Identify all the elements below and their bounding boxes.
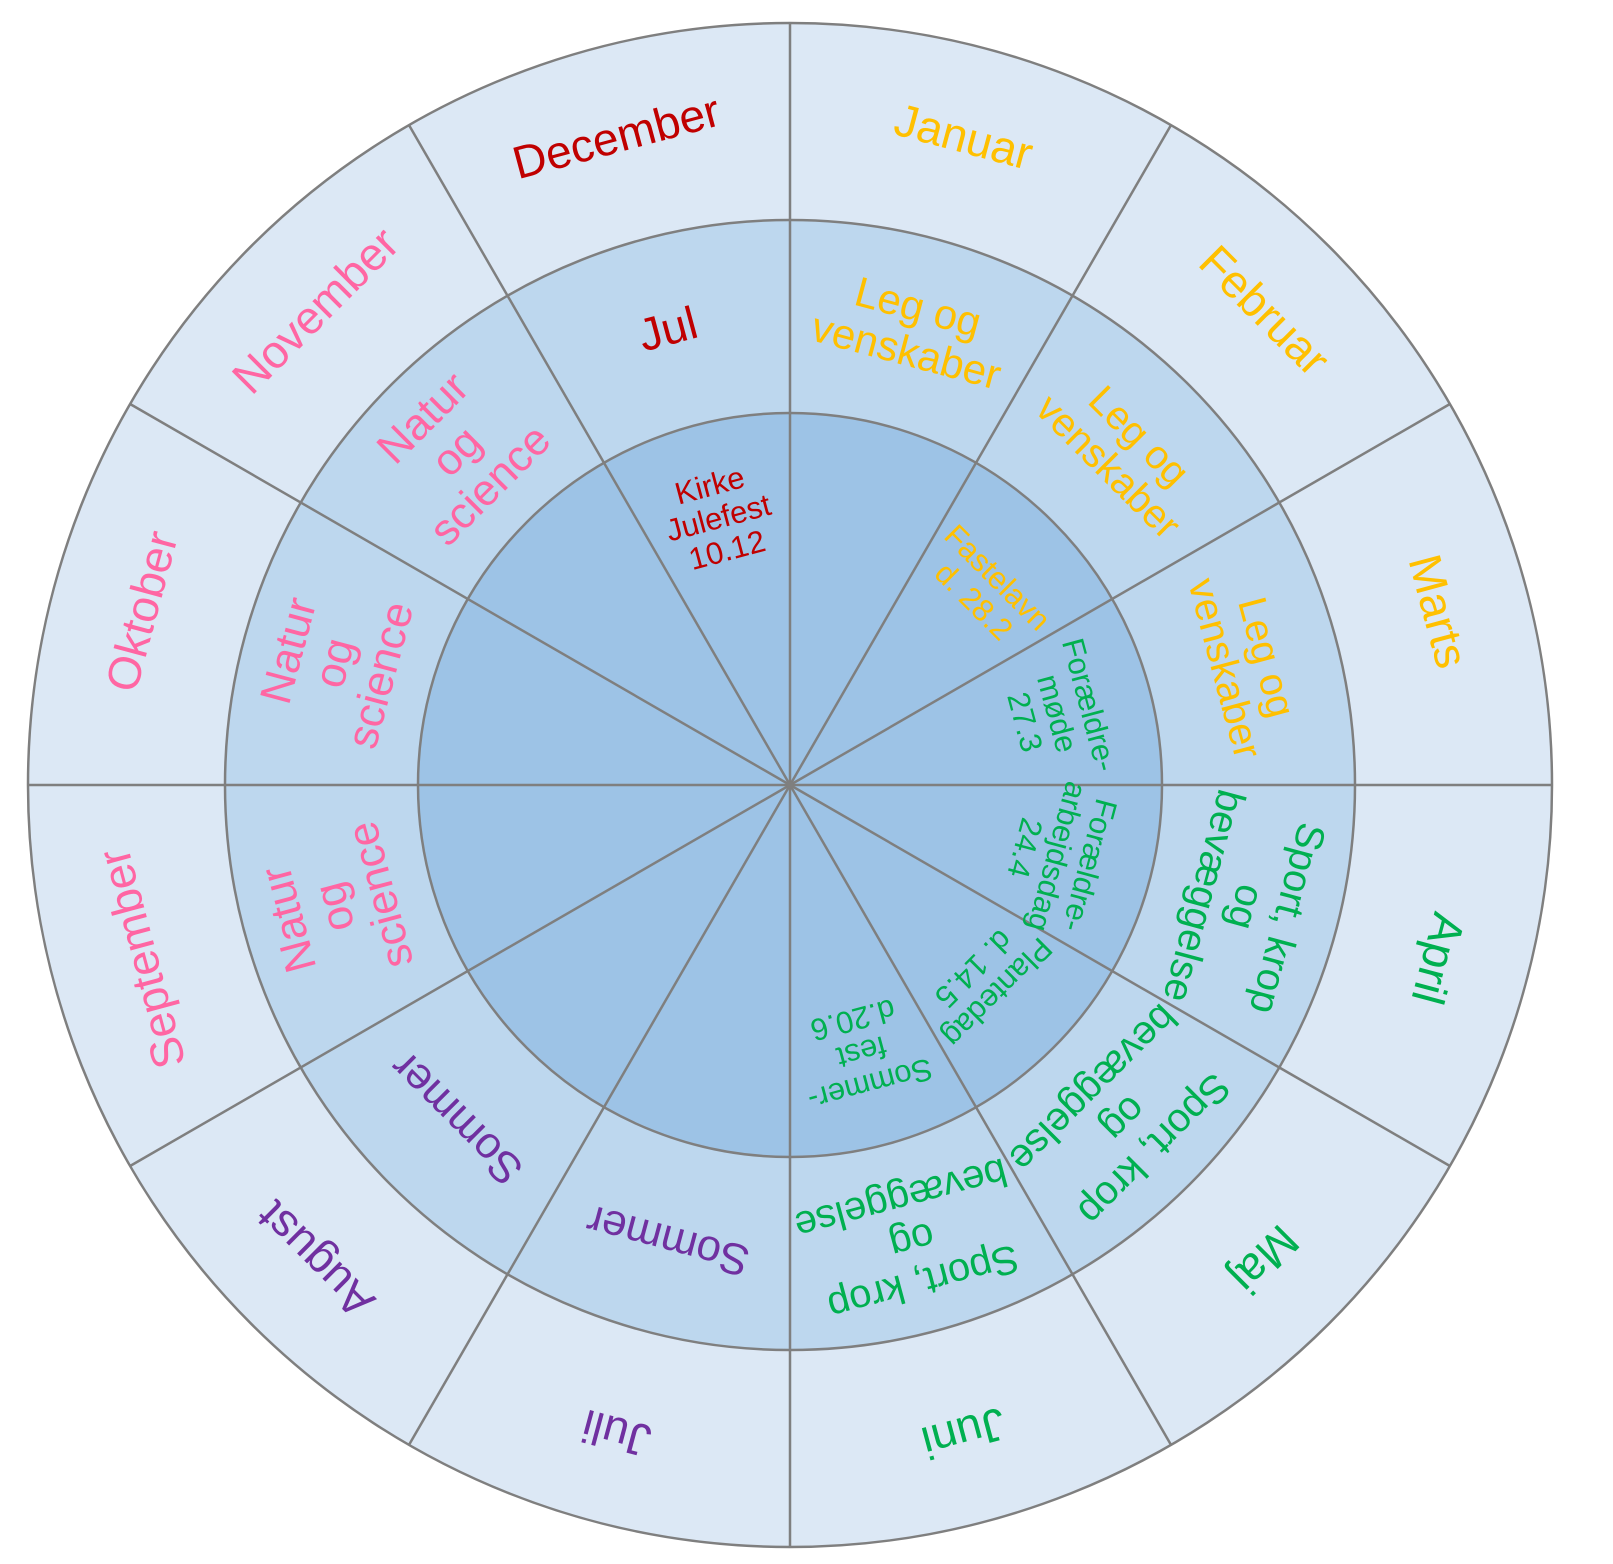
divider-line — [407, 784, 792, 1446]
center-hub — [786, 781, 794, 789]
divider-line — [129, 402, 791, 787]
divider-line — [789, 783, 1451, 1168]
divider-line — [129, 783, 791, 1168]
theme-label-september-line: og — [304, 877, 364, 937]
divider-line — [788, 124, 1173, 786]
divider-line — [407, 124, 792, 786]
divider-line — [788, 784, 1173, 1446]
divider-line — [789, 402, 1451, 787]
